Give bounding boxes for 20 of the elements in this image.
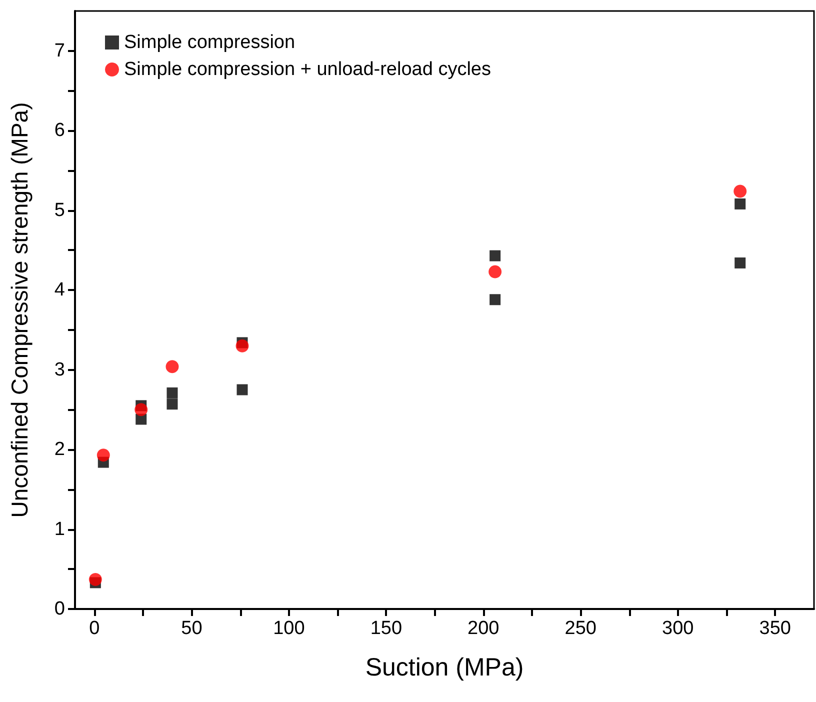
y-tick-label: 6 — [54, 120, 65, 142]
x-tick-label: 50 — [181, 618, 202, 639]
x-tick-label: 200 — [468, 618, 500, 639]
y-tick-label: 4 — [54, 280, 66, 301]
y-tick-label: 2 — [54, 439, 65, 460]
y-tick-label: 1 — [54, 518, 65, 540]
x-tick-label: 350 — [759, 618, 791, 639]
y-tick-label: 5 — [54, 200, 65, 221]
legend-label: Simple compression — [124, 32, 296, 53]
x-axis-title: Suction (MPa) — [365, 654, 524, 682]
y-tick-label: 7 — [54, 40, 65, 62]
x-tick-label: 300 — [662, 618, 694, 639]
legend-label: Simple compression + unload-reload cycles — [124, 59, 491, 80]
x-tick-label: 0 — [89, 618, 100, 639]
x-tick-label: 150 — [370, 618, 402, 639]
x-tick-label: 250 — [564, 618, 596, 639]
y-axis-title: Unconfined Compressive strength (MPa) — [6, 102, 32, 518]
y-tick-label: 0 — [54, 598, 65, 620]
x-tick-label: 100 — [273, 618, 305, 639]
y-tick-label: 3 — [54, 359, 65, 380]
